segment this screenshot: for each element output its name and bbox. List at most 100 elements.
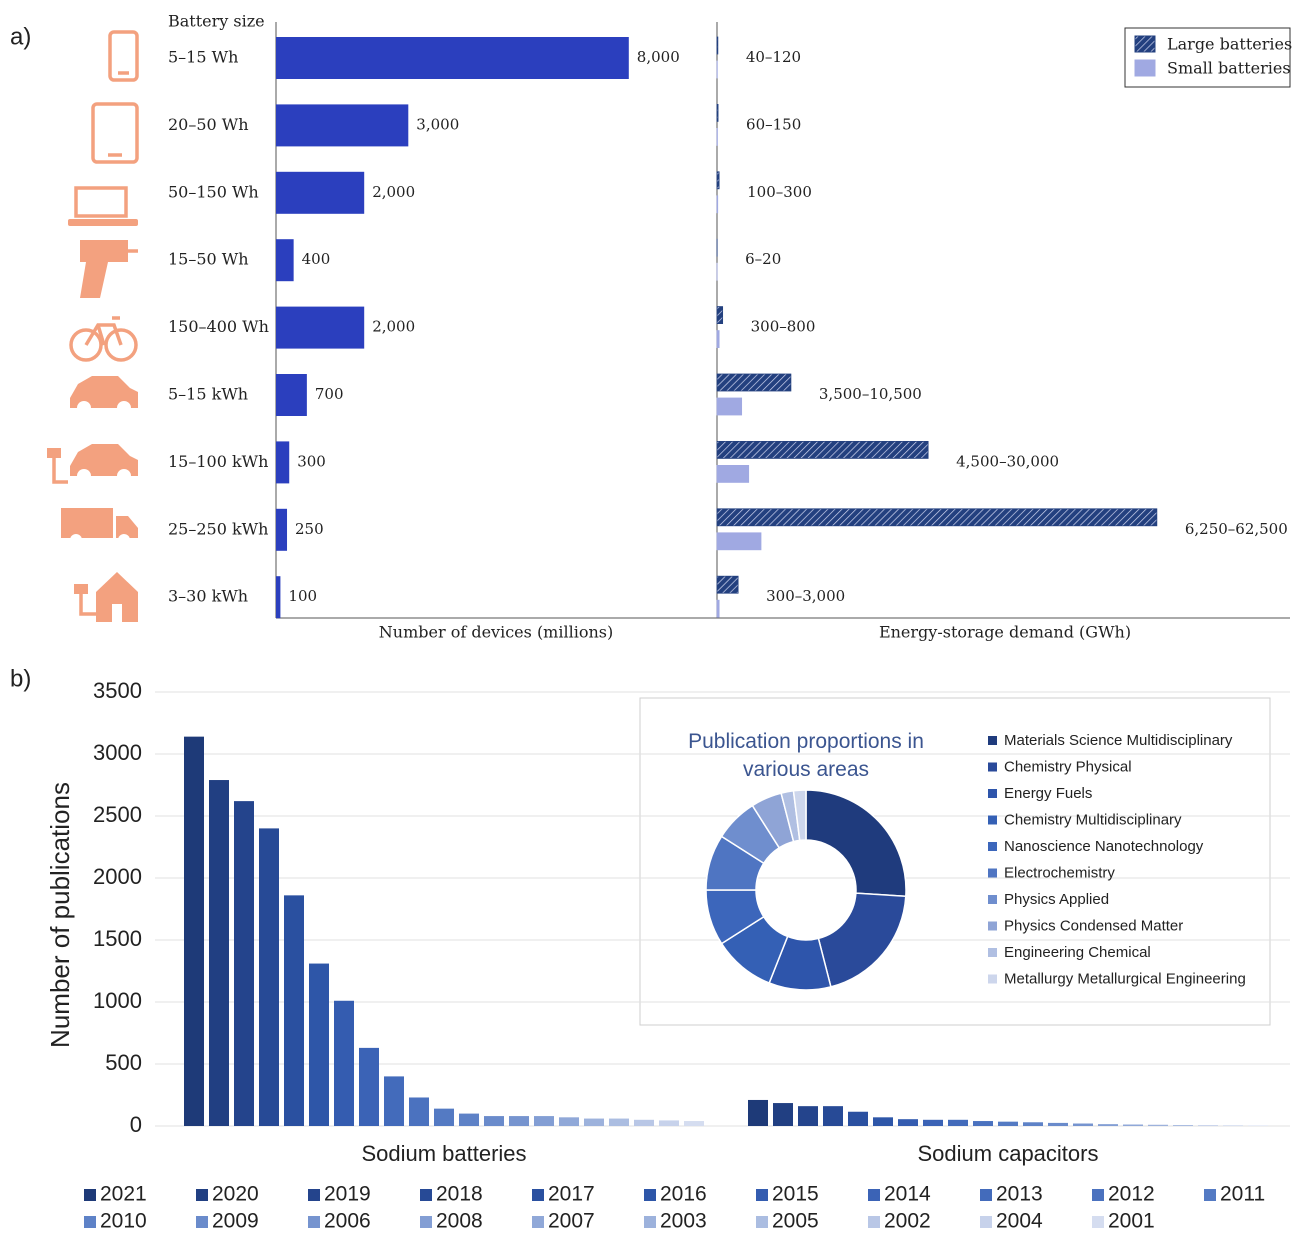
drill-icon (80, 240, 138, 298)
legend-label: 2002 (884, 1210, 931, 1233)
legend-swatch (756, 1216, 768, 1228)
value-label: 400 (302, 250, 331, 268)
legend-label: 2014 (884, 1183, 931, 1206)
donut-slice (792, 789, 807, 842)
legend-swatch (532, 1189, 544, 1201)
x-axis-label: Number of devices (millions) (379, 623, 613, 642)
bar (276, 171, 365, 214)
legend-swatch (420, 1216, 432, 1228)
bar (848, 1111, 868, 1126)
bar (923, 1119, 943, 1126)
category-label: 15–100 kWh (168, 452, 268, 471)
value-label: 2,000 (372, 183, 415, 201)
bar (559, 1117, 579, 1126)
value-label: 100–300 (747, 183, 812, 201)
legend-swatch (1092, 1189, 1104, 1201)
category-label: 150–400 Wh (168, 317, 269, 336)
category-label: 25–250 kWh (168, 519, 268, 538)
legend-label: Large batteries (1167, 35, 1292, 54)
value-label: 3,000 (416, 115, 459, 133)
legend-swatch (988, 921, 997, 931)
y-tick-label: 0 (130, 1112, 142, 1137)
legend-label: Engineering Chemical (1004, 944, 1151, 961)
bar (276, 239, 294, 282)
legend-swatch (196, 1216, 208, 1228)
value-label: 4,500–30,000 (956, 452, 1059, 470)
bar (948, 1119, 968, 1126)
bar (1098, 1124, 1118, 1126)
bar (716, 575, 739, 594)
bar (748, 1099, 768, 1126)
value-label: 40–120 (746, 48, 801, 66)
legend-label: 2018 (436, 1183, 483, 1206)
bar (716, 599, 720, 618)
legend-swatch (532, 1216, 544, 1228)
bar (716, 508, 1158, 527)
car-icon (70, 376, 138, 415)
value-label: 6,250–62,500 (1185, 520, 1288, 538)
legend-label: Materials Science Multidisciplinary (1004, 732, 1233, 749)
donut-slice (817, 892, 907, 988)
legend-swatch (988, 789, 997, 798)
legend-label: 2006 (324, 1210, 371, 1233)
bar (276, 37, 629, 79)
legend-swatch (308, 1216, 320, 1228)
bar (1048, 1122, 1068, 1126)
legend-swatch (980, 1189, 992, 1201)
legend-swatch (196, 1189, 208, 1201)
bar (1198, 1125, 1218, 1126)
category-label: 20–50 Wh (168, 115, 249, 134)
y-tick-label: 1500 (93, 926, 142, 951)
bar (509, 1116, 529, 1126)
legend-swatch (988, 895, 997, 904)
bar (609, 1118, 629, 1126)
bar (716, 440, 929, 459)
donut-slice (805, 789, 907, 898)
x-tick-label: Sodium capacitors (918, 1141, 1099, 1166)
value-label: 60–150 (746, 115, 801, 133)
value-label: 700 (315, 385, 344, 403)
bar (276, 374, 307, 416)
legend-swatch (420, 1189, 432, 1201)
y-tick-label: 2000 (93, 864, 142, 889)
y-tick-label: 3000 (93, 740, 142, 765)
legend-label: Small batteries (1167, 59, 1291, 78)
legend-swatch (988, 815, 997, 825)
legend-swatch (1204, 1189, 1216, 1201)
legend-label: 2007 (548, 1210, 595, 1233)
bar (1023, 1122, 1043, 1126)
bar (184, 736, 204, 1126)
tablet-icon (91, 102, 139, 164)
legend-label: Electrochemistry (1004, 864, 1115, 881)
legend-label: 2020 (212, 1183, 259, 1206)
house-icon (74, 572, 138, 622)
legend-swatch (84, 1216, 96, 1228)
plugin-car-icon (47, 444, 138, 484)
bar (716, 306, 724, 325)
legend-swatch (988, 842, 997, 851)
legend-swatch (1134, 35, 1156, 53)
bar (1073, 1123, 1093, 1126)
bar (716, 104, 719, 122)
legend-swatch (868, 1189, 880, 1201)
device-icons (47, 30, 139, 622)
bar (434, 1108, 454, 1126)
bar (276, 508, 288, 551)
value-label: 250 (295, 520, 324, 538)
bar (973, 1121, 993, 1126)
bar (898, 1119, 918, 1126)
legend-label: Nanoscience Nanotechnology (1004, 838, 1204, 855)
value-label: 300 (297, 452, 326, 470)
legend-swatch (756, 1189, 768, 1201)
bar (798, 1106, 818, 1126)
bar (1123, 1124, 1143, 1126)
y-tick-label: 500 (105, 1050, 142, 1075)
bar (459, 1113, 479, 1126)
category-label: 5–15 kWh (168, 385, 248, 404)
y-tick-label: 2500 (93, 802, 142, 827)
legend-label: Chemistry Multidisciplinary (1004, 811, 1182, 828)
legend-label: 2004 (996, 1210, 1043, 1233)
donut-title: Publication proportions in various areas (688, 730, 924, 781)
bar (359, 1047, 379, 1126)
legend-label: 2015 (772, 1183, 819, 1206)
